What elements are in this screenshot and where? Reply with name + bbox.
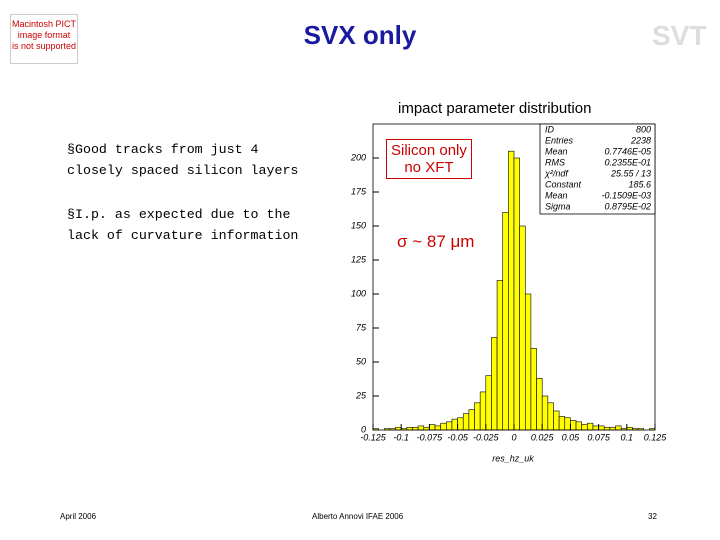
- stats-name: Entries: [545, 135, 574, 145]
- x-tick-label: -0.05: [447, 432, 469, 442]
- histogram-bar: [626, 426, 633, 431]
- histogram-bar: [603, 426, 611, 431]
- histogram-bar: [564, 417, 571, 431]
- histogram-bar: [462, 413, 470, 431]
- histogram-bar: [395, 426, 402, 431]
- placeholder-line: image format: [17, 30, 71, 40]
- histogram-bar: [446, 421, 453, 431]
- histogram-bar: [558, 416, 566, 431]
- histogram-bar: [491, 337, 498, 431]
- histogram-bar: [541, 395, 549, 431]
- stats-value: 800: [636, 124, 651, 134]
- annotation-line: no XFT: [404, 159, 454, 176]
- histogram-bar: [581, 424, 588, 431]
- sigma-label: σ ~ 87 μm: [397, 232, 475, 251]
- y-tick-label: 200: [350, 152, 366, 162]
- histogram-bar: [609, 426, 616, 431]
- placeholder-line: Macintosh PICT: [11, 19, 77, 29]
- histogram-bar: [468, 409, 475, 431]
- y-tick-label: 125: [351, 254, 367, 264]
- stats-name: Constant: [545, 179, 582, 189]
- histogram-bar: [485, 375, 492, 431]
- image-placeholder: Macintosh PICT image format is not suppo…: [10, 14, 78, 64]
- histogram-bar: [429, 424, 436, 431]
- histogram-bar: [524, 293, 532, 431]
- stats-value: 0.2355E-01: [604, 157, 651, 167]
- y-tick-label: 50: [356, 356, 366, 366]
- x-axis-label: res_hz_uk: [492, 453, 534, 463]
- stats-value: 2238: [630, 135, 651, 145]
- histogram-bar: [547, 402, 554, 431]
- stats-value: 25.55 / 13: [610, 168, 651, 178]
- footer-date: April 2006: [60, 512, 97, 521]
- histogram-bar: [451, 418, 458, 431]
- histogram-bar: [479, 391, 487, 431]
- histogram-bar: [615, 425, 622, 431]
- histogram-bar: [440, 422, 447, 431]
- histogram-bar: [587, 422, 594, 431]
- x-tick-label: -0.1: [393, 432, 409, 442]
- x-tick-label: -0.025: [473, 432, 500, 442]
- x-tick-label: 0.075: [587, 432, 611, 442]
- bullet: §I.p. as expected due to the lack of cur…: [67, 207, 299, 243]
- histogram-bar: [417, 425, 425, 431]
- histogram-bar: [519, 225, 526, 431]
- y-tick-label: 175: [351, 186, 367, 196]
- stats-box: [539, 123, 656, 215]
- y-tick-label: 150: [351, 220, 366, 230]
- histogram-bar: [553, 410, 560, 431]
- histogram-bar: [502, 212, 509, 431]
- histogram-bar: [434, 425, 441, 431]
- histogram-bar: [423, 426, 430, 431]
- stats-name: Mean: [545, 146, 568, 156]
- histogram-bar: [406, 426, 413, 431]
- y-tick-label: 75: [356, 322, 367, 332]
- histogram-bar: [592, 425, 599, 431]
- footer-author: Alberto Annovi IFAE 2006: [312, 512, 404, 521]
- stats-name: χ²/ndf: [544, 168, 569, 178]
- x-tick-label: 0.1: [621, 432, 634, 442]
- x-tick-label: -0.125: [360, 432, 387, 442]
- histogram-bar: [513, 157, 520, 431]
- stats-name: RMS: [545, 157, 565, 167]
- histogram-bar: [412, 426, 419, 431]
- histogram-bar: [457, 417, 464, 431]
- placeholder-line: is not supported: [11, 41, 77, 51]
- stats-name: Mean: [545, 190, 568, 200]
- histogram-bar: [508, 150, 515, 431]
- stats-value: -0.1509E-03: [601, 190, 651, 200]
- stats-name: ID: [545, 124, 555, 134]
- histogram-bar: [598, 425, 605, 431]
- x-tick-label: 0.025: [531, 432, 555, 442]
- stats-value: 0.8795E-02: [604, 201, 651, 211]
- chart-title: impact parameter distribution: [398, 100, 592, 117]
- y-tick-label: 0: [361, 424, 366, 434]
- logo: SVT: [652, 20, 707, 51]
- page-number: 32: [648, 512, 657, 521]
- annotation-line: Silicon only: [391, 142, 467, 159]
- histogram-bar: [536, 378, 543, 431]
- x-tick-label: 0.05: [562, 432, 581, 442]
- x-tick-label: 0: [511, 432, 516, 442]
- stats-value: 0.7746E-05: [604, 146, 652, 156]
- x-tick-label: -0.075: [417, 432, 444, 442]
- x-tick-label: 0.125: [644, 432, 668, 442]
- histogram-bar: [570, 420, 577, 431]
- histogram-bar: [575, 421, 582, 431]
- slide-title: SVX only: [303, 20, 417, 50]
- y-tick-label: 100: [351, 288, 366, 298]
- histogram-bar: [474, 402, 481, 431]
- annotation-box: Silicon only no XFT: [386, 139, 472, 179]
- histogram-bar: [496, 280, 504, 431]
- histogram-bar: [530, 348, 537, 431]
- bullet: §Good tracks from just 4 closely spaced …: [67, 142, 299, 178]
- stats-name: Sigma: [545, 201, 571, 211]
- y-tick-label: 25: [355, 390, 367, 400]
- stats-value: 185.6: [628, 179, 651, 189]
